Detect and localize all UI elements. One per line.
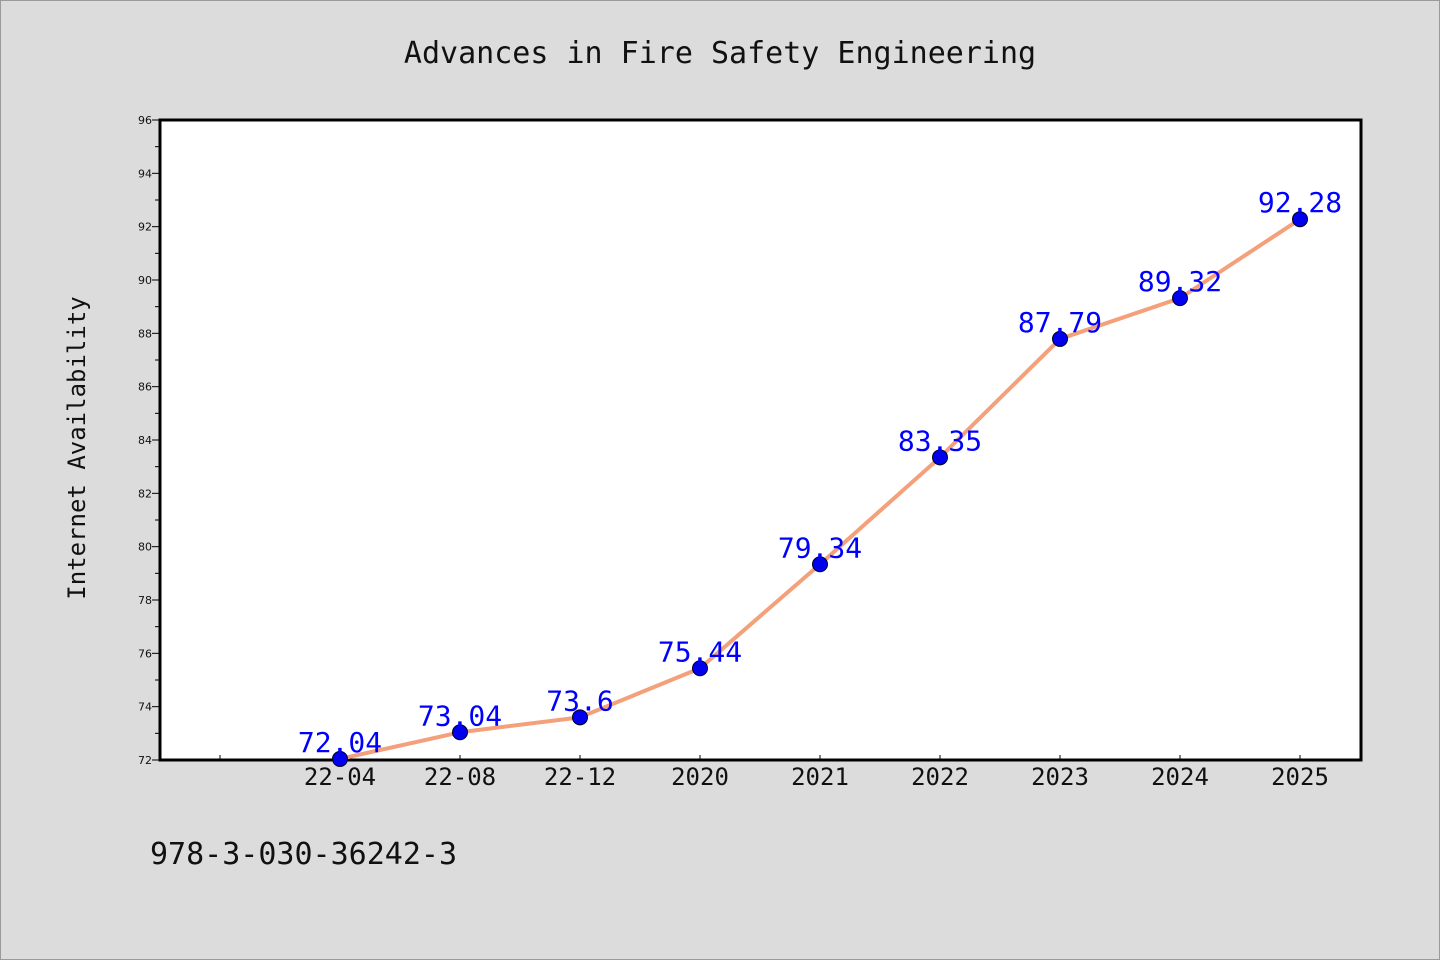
data-label: 89.32 [1138,265,1222,298]
x-tick-label: 2025 [1271,763,1329,791]
data-point [1052,330,1068,347]
x-tick-label: 22-08 [424,763,496,791]
data-labels: 72.04 73.04 73.6 75.44 79.34 83.35 87.79 89.32 9… [298,186,1342,759]
chart-title: Advances in Fire Safety Engineering [404,36,1036,71]
data-point [572,709,588,726]
x-tick-label: 2023 [1031,763,1089,791]
data-point [1292,211,1308,228]
x-axis: 22-04 22-08 22-12 2020 2021 2022 2023 2024 2025 [219,755,1329,791]
y-tick-label: 78 [138,594,152,607]
data-label: 92.28 [1258,186,1342,219]
y-tick-label: 92 [138,221,152,234]
y-tick-label: 94 [138,167,152,180]
data-label: 79.34 [778,531,862,564]
data-label: 73.04 [418,699,502,732]
x-tick-label: 22-04 [304,763,376,791]
y-tick-label: 96 [138,114,152,127]
x-tick-label: 2020 [671,763,729,791]
y-tick-label: 72 [138,754,152,767]
y-axis: 72 74 76 78 80 82 84 86 88 90 92 94 96 [138,114,160,767]
y-tick-label: 80 [138,541,152,554]
data-point [1172,290,1188,307]
plot-area [158,118,1363,762]
data-point [692,660,708,677]
isbn-footnote: 978-3-030-36242-3 [150,837,457,872]
x-tick-label: 2021 [791,763,849,791]
data-point [452,724,468,741]
data-point [812,556,828,573]
data-point [332,750,348,767]
y-tick-label: 84 [138,434,152,447]
data-point [932,449,948,466]
x-tick-label: 2022 [911,763,969,791]
y-tick-label: 76 [138,647,152,660]
y-tick-label: 82 [138,487,152,500]
x-tick-label: 22-12 [544,763,616,791]
y-tick-label: 90 [138,274,152,287]
y-tick-label: 86 [138,381,152,394]
data-label: 83.35 [898,424,982,457]
data-label: 75.44 [658,635,742,668]
data-label: 87.79 [1018,306,1102,339]
y-tick-label: 74 [138,701,152,714]
y-tick-label: 88 [138,327,152,340]
y-axis-label: Internet Availability [63,296,91,599]
data-label: 73.6 [546,684,613,717]
x-tick-label: 2024 [1151,763,1209,791]
data-markers [332,211,1308,767]
data-label: 72.04 [298,726,382,759]
